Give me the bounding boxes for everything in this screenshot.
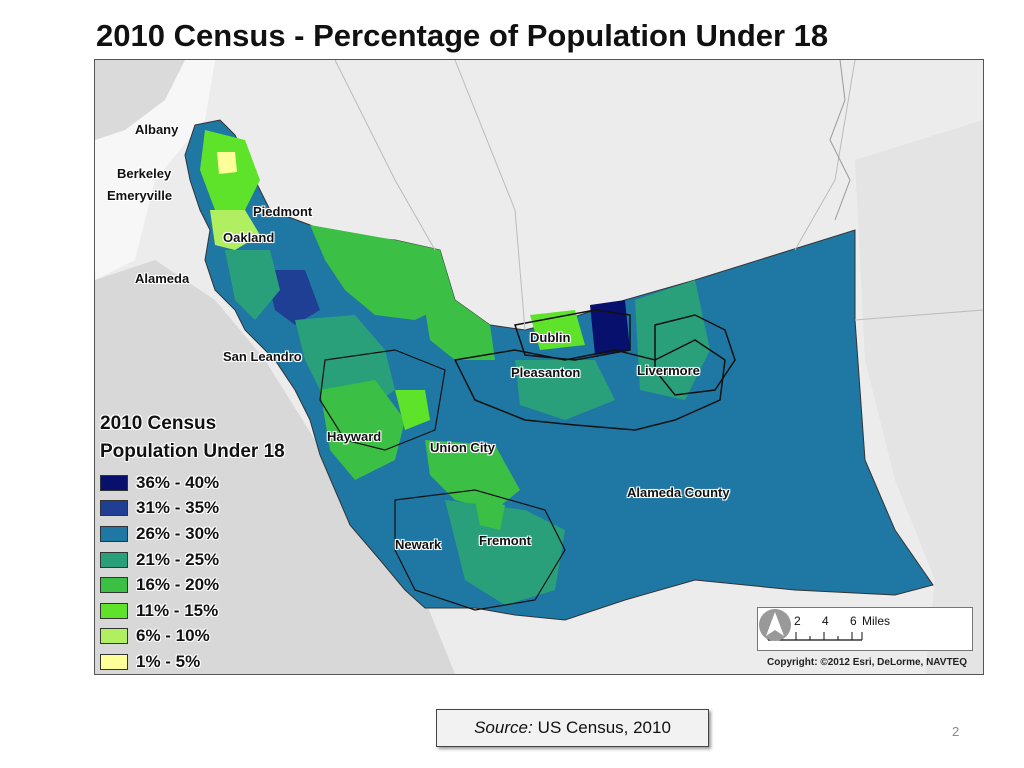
road-1 [334, 60, 436, 251]
fremont-teal [445, 500, 565, 605]
city-label-livermore: Livermore [637, 363, 700, 378]
oakland-blue [265, 270, 320, 325]
legend-swatch [100, 474, 128, 491]
road-2 [454, 60, 526, 331]
scale-tick-4: 4 [822, 614, 829, 628]
legend-label: 21% - 25% [136, 549, 220, 569]
city-label-fremont: Fremont [479, 533, 531, 548]
legend-item: 1% - 5% [100, 649, 325, 675]
legend-title-line2: Population Under 18 [100, 441, 285, 462]
legend-items: 36% - 40% 31% - 35% 26% - 30% 21% - 25% … [100, 470, 325, 675]
dublin-navy [590, 300, 630, 355]
pleasanton-teal [515, 360, 615, 420]
legend-swatch [100, 500, 128, 517]
map-canvas [95, 60, 983, 674]
legend-swatch [100, 525, 128, 542]
legend-label: 1% - 5% [136, 651, 201, 671]
city-label-alameda-county: Alameda County [627, 485, 730, 500]
page-number: 2 [952, 724, 960, 739]
river [829, 60, 851, 221]
scale-unit: Miles [862, 614, 891, 628]
livermore-teal [635, 280, 710, 400]
basemap-land-gray-north [95, 60, 185, 140]
legend-label: 11% - 15% [136, 600, 219, 620]
hills-green [310, 225, 455, 320]
legend-label: 6% - 10% [136, 626, 210, 646]
map-copyright: Copyright: ©2012 Esri, DeLorme, NAVTEQ [767, 657, 968, 668]
slide-title: 2010 Census - Percentage of Population U… [96, 18, 829, 53]
legend-swatch [100, 577, 128, 594]
legend-swatch [100, 602, 128, 619]
road-3 [794, 60, 856, 251]
legend-swatch [100, 551, 128, 568]
city-label-berkeley: Berkeley [117, 166, 172, 181]
city-label-oakland: Oakland [223, 230, 275, 245]
city-label-dublin: Dublin [530, 330, 571, 345]
city-label-albany: Albany [135, 122, 179, 137]
city-label-pleasanton: Pleasanton [511, 365, 581, 380]
city-label-san-leandro: San Leandro [223, 349, 302, 364]
hayward-green [320, 380, 405, 480]
legend-label: 26% - 30% [136, 523, 220, 543]
scale-bar: 0 2 4 6 Miles [757, 607, 973, 651]
east-hills-green [425, 300, 495, 360]
map-legend: 2010 Census Population Under 18 36% - 40… [100, 410, 325, 675]
basemap-land-east [855, 120, 983, 674]
scale-tick-6: 6 [850, 614, 857, 628]
legend-title-line1: 2010 Census [100, 413, 217, 434]
city-label-piedmont: Piedmont [253, 204, 313, 219]
source-box: Source: US Census, 2010 [436, 709, 709, 747]
legend-item: 36% - 40% [100, 470, 325, 496]
newark-blue [395, 505, 455, 580]
legend-item: 6% - 10% [100, 624, 325, 650]
road-4 [854, 309, 983, 321]
legend-item: 11% - 15% [100, 598, 325, 624]
source-label: Source: [474, 718, 533, 737]
city-label-hayward: Hayward [327, 429, 382, 444]
city-label-emeryville: Emeryville [107, 188, 173, 203]
legend-label: 31% - 35% [136, 498, 220, 518]
city-label-newark: Newark [395, 537, 442, 552]
hayward-lime [395, 390, 430, 430]
legend-item: 16% - 20% [100, 572, 325, 598]
source-text: US Census, 2010 [537, 718, 671, 737]
oakland-lightgreen [210, 210, 260, 250]
oakland-teal [225, 250, 280, 320]
fremont-green [475, 500, 505, 530]
city-label-alameda: Alameda [135, 271, 190, 286]
city-label-union-city: Union City [430, 440, 495, 455]
scale-tick-2: 2 [794, 614, 801, 628]
legend-item: 26% - 30% [100, 521, 325, 547]
legend-label: 16% - 20% [136, 575, 220, 595]
north-arrow-icon [759, 609, 791, 641]
fremont-boundary [394, 489, 566, 611]
hayward-boundary [319, 349, 446, 451]
legend-item: 21% - 25% [100, 547, 325, 573]
unioncity-green [425, 440, 520, 510]
legend-label: 36% - 40% [136, 472, 220, 492]
legend-swatch [100, 628, 128, 645]
legend-swatch [100, 653, 128, 670]
map-frame[interactable]: Albany Berkeley Emeryville Piedmont Oakl… [94, 59, 984, 675]
berkeley-yellow [217, 152, 237, 174]
legend-item: 31% - 35% [100, 496, 325, 522]
basemap-land-gray [95, 260, 455, 674]
scale-ruler [767, 632, 863, 641]
livermore-boundary [654, 314, 736, 396]
dublin-boundary [514, 309, 631, 361]
